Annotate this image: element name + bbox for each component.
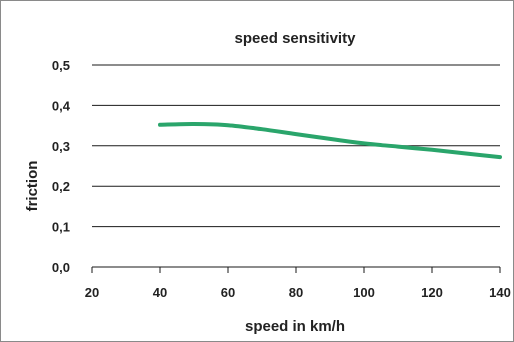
y-tick-label: 0,5 [52, 58, 70, 73]
y-tick-label: 0,3 [52, 139, 70, 154]
x-tick-label: 40 [153, 285, 167, 300]
x-tick-label: 60 [221, 285, 235, 300]
y-tick-labels: 0,0 0,1 0,2 0,3 0,4 0,5 [52, 58, 71, 275]
y-axis-label: friction [24, 161, 41, 212]
x-axis: 20 40 60 80 100 120 140 [85, 266, 511, 300]
x-tick-label: 80 [289, 285, 303, 300]
x-tick-label: 140 [489, 285, 511, 300]
friction-series-line [158, 121, 502, 160]
chart-title: speed sensitivity [235, 30, 357, 47]
gridlines [92, 64, 500, 228]
y-tick-label: 0,4 [52, 98, 71, 113]
series-lines [158, 121, 502, 160]
y-tick-label: 0,1 [52, 220, 70, 235]
x-tick-label: 100 [353, 285, 375, 300]
x-tick-label: 20 [85, 285, 99, 300]
x-axis-label: speed in km/h [245, 318, 345, 335]
x-tick-label: 120 [421, 285, 443, 300]
y-tick-label: 0,0 [52, 260, 70, 275]
y-tick-label: 0,2 [52, 179, 70, 194]
